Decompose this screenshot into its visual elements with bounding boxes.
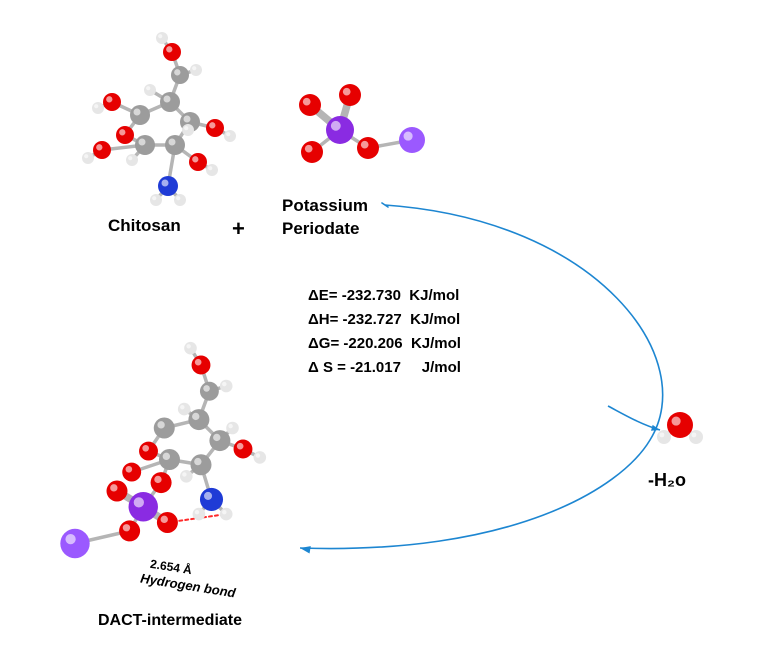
thermo-dg-sym: ΔG= [308, 335, 339, 352]
thermo-ds-val: -21.017 [350, 359, 401, 376]
thermo-dh-sym: ΔH= [308, 311, 338, 328]
thermo-dh-val: -232.727 [343, 311, 402, 328]
chitosan-label: Chitosan [108, 216, 181, 236]
thermo-ds-unit: J/mol [422, 359, 461, 376]
thermo-row-dg: ΔG= -220.206 KJ/mol [308, 332, 461, 356]
thermo-row-dh: ΔH= -232.727 KJ/mol [308, 308, 461, 332]
thermo-row-de: ΔE= -232.730 KJ/mol [308, 284, 461, 308]
thermo-dh-unit: KJ/mol [410, 311, 460, 328]
thermo-de-unit: KJ/mol [409, 287, 459, 304]
periodate-label-line1: Potassium [282, 196, 368, 216]
thermo-de-sym: ΔE= [308, 287, 338, 304]
thermo-de-val: -232.730 [342, 287, 401, 304]
thermo-row-ds: Δ S = -21.017 J/mol [308, 356, 461, 380]
thermo-dg-val: -220.206 [343, 335, 402, 352]
plus-symbol: + [232, 216, 245, 242]
periodate-label-line2: Periodate [282, 219, 359, 239]
thermo-dg-unit: KJ/mol [411, 335, 461, 352]
thermo-block: ΔE= -232.730 KJ/mol ΔH= -232.727 KJ/mol … [308, 284, 461, 380]
water-product-label: -H₂o [648, 470, 686, 491]
dact-label: DACT-intermediate [98, 612, 242, 630]
thermo-ds-sym: Δ S = [308, 359, 346, 376]
diagram-stage: Chitosan + Potassium Periodate ΔE= -232.… [0, 0, 783, 649]
